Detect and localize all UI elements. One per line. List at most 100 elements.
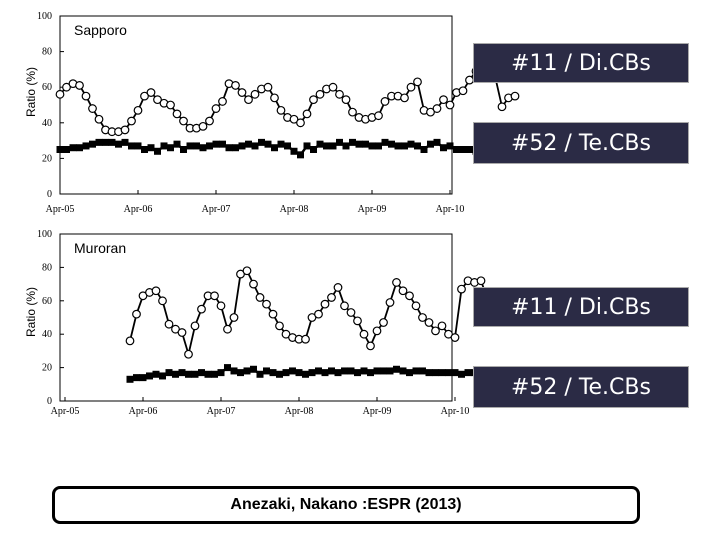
callout-muroran-di-cbs: #11 / Di.CBs: [473, 287, 689, 327]
muroran-te-cbs-point: [139, 374, 147, 382]
sapporo-di-cbs-point: [172, 109, 182, 119]
sapporo-x-tick-label: Apr-06: [124, 204, 153, 215]
muroran-di-cbs-point: [405, 291, 414, 301]
muroran-di-cbs-point: [314, 309, 323, 319]
sapporo-te-cbs-point: [414, 142, 421, 150]
muroran-te-cbs-point: [172, 370, 179, 378]
muroran-plot-frame: [59, 233, 453, 402]
callout-muroran-te-cbs: #52 / Te.CBs: [473, 366, 689, 408]
muroran-te-cbs-point: [360, 367, 368, 375]
muroran-te-cbs-point: [263, 367, 270, 375]
sapporo-di-cbs-point: [218, 97, 227, 106]
sapporo-te-cbs-point: [95, 138, 103, 146]
muroran-te-cbs-point: [146, 372, 153, 380]
sapporo-te-cbs-point: [375, 142, 382, 150]
sapporo-te-cbs-point: [219, 140, 226, 148]
sapporo-chart-title: Sapporo: [74, 22, 127, 38]
muroran-di-cbs-point: [353, 316, 362, 326]
sapporo-te-cbs-point: [284, 142, 291, 150]
muroran-di-cbs-point: [268, 309, 278, 319]
sapporo-y-tick-label: 80: [42, 47, 52, 58]
sapporo-te-cbs-point: [245, 140, 252, 148]
sapporo-di-cbs-point: [380, 97, 390, 106]
sapporo-te-cbs-point: [69, 144, 77, 152]
muroran-te-cbs-point: [302, 370, 309, 378]
muroran-te-cbs-point: [256, 370, 264, 378]
muroran-di-cbs-point: [301, 334, 310, 344]
sapporo-te-cbs-point: [401, 142, 408, 150]
sapporo-te-cbs-point: [180, 146, 187, 153]
callout-sapporo-te-cbs: #52 / Te.CBs: [473, 122, 689, 164]
sapporo-di-cbs-point: [179, 116, 188, 126]
sapporo-te-cbs-point: [362, 140, 369, 148]
muroran-di-cbs-point: [275, 321, 284, 331]
sapporo-di-cbs-point: [400, 93, 409, 103]
muroran-te-cbs-point: [419, 367, 426, 375]
muroran-te-cbs-point: [341, 367, 348, 375]
muroran-di-cbs-point: [327, 293, 336, 302]
muroran-te-cbs-point: [276, 370, 283, 378]
sapporo-di-cbs-point: [211, 104, 221, 113]
sapporo-te-cbs-point: [303, 142, 311, 150]
muroran-x-tick-label: Apr-10: [441, 406, 470, 417]
muroran-y-tick-label: 80: [42, 262, 52, 273]
muroran-te-cbs-point: [380, 367, 387, 375]
muroran-te-cbs-point: [159, 372, 166, 380]
muroran-te-cbs-point: [224, 364, 231, 372]
muroran-x-tick-label: Apr-06: [129, 406, 158, 417]
sapporo-te-cbs-point: [407, 140, 415, 148]
muroran-te-cbs-point: [451, 369, 459, 377]
sapporo-di-cbs-point: [62, 82, 71, 92]
muroran-di-cbs-point: [249, 279, 258, 289]
sapporo-te-cbs-point: [459, 146, 467, 153]
sapporo-te-cbs-point: [154, 147, 161, 155]
sapporo-di-cbs-point: [445, 100, 455, 110]
muroran-te-cbs-point: [165, 369, 173, 377]
muroran-te-cbs-point: [243, 367, 251, 375]
muroran-te-cbs-point: [393, 365, 400, 373]
sapporo-te-cbs-point: [121, 138, 129, 146]
muroran-te-cbs-point: [289, 367, 296, 375]
sapporo-di-cbs-point: [276, 105, 286, 115]
sapporo-te-cbs-point: [394, 142, 402, 150]
sapporo-te-cbs-point: [381, 138, 389, 146]
muroran-te-cbs-point: [334, 369, 342, 377]
muroran-y-axis-label: Ratio (%): [24, 287, 38, 337]
sapporo-di-cbs-point: [94, 114, 104, 124]
muroran-di-cbs-point: [216, 301, 226, 311]
muroran-di-cbs-point: [262, 299, 271, 309]
sapporo-y-tick-label: 20: [42, 153, 52, 164]
sapporo-di-cbs-point: [81, 91, 91, 101]
sapporo-te-cbs-point: [206, 142, 213, 150]
sapporo-x-tick-label: Apr-10: [436, 204, 465, 215]
sapporo-te-cbs-point: [76, 144, 83, 152]
sapporo-te-cbs-point: [290, 147, 298, 155]
sapporo-x-tick-label: Apr-08: [280, 204, 309, 215]
sapporo-di-cbs-point: [348, 107, 357, 117]
muroran-di-cbs-point: [242, 266, 252, 276]
muroran-te-cbs-point: [185, 370, 192, 378]
sapporo-te-cbs-point: [186, 142, 194, 150]
citation-box: Anezaki, Nakano :ESPR (2013): [52, 486, 640, 524]
muroran-te-cbs-point: [321, 369, 329, 377]
sapporo-te-cbs-point: [199, 144, 207, 152]
sapporo-te-cbs-point: [225, 144, 233, 152]
muroran-di-cbs-point: [437, 321, 447, 331]
muroran-di-cbs-point: [177, 328, 187, 337]
muroran-te-cbs-point: [367, 369, 374, 377]
sapporo-di-cbs-point: [270, 93, 279, 103]
sapporo-te-cbs-point: [56, 146, 64, 153]
muroran-di-cbs-point: [385, 298, 395, 307]
muroran-di-cbs-point: [431, 326, 440, 336]
sapporo-te-cbs-point: [167, 144, 174, 152]
muroran-te-cbs-point: [133, 374, 140, 382]
sapporo-di-cbs-point: [205, 116, 214, 126]
muroran-te-cbs-point: [217, 369, 225, 377]
sapporo-di-cbs-point: [120, 125, 130, 135]
sapporo-te-cbs-point: [238, 142, 246, 150]
sapporo-te-cbs-point: [336, 138, 343, 146]
sapporo-te-cbs-point: [277, 140, 285, 148]
sapporo-te-cbs-point: [63, 146, 70, 153]
muroran-te-cbs-point: [438, 369, 446, 377]
